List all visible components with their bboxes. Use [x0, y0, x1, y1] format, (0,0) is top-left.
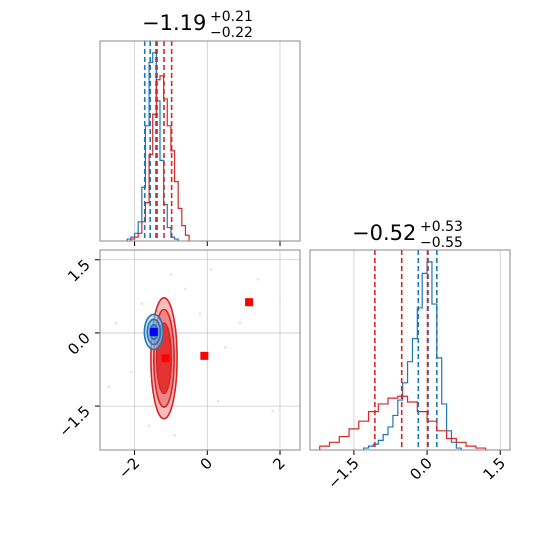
marginal-1-frame [99, 40, 301, 242]
joint-sample-point [198, 312, 202, 315]
joint-sample-point [209, 268, 213, 271]
joint-marker-2 [200, 351, 209, 360]
marginal-2-hist-0 [363, 261, 462, 450]
title-marginal-2: −0.52 [352, 221, 416, 245]
title-1-minus: −0.22 [210, 25, 253, 41]
joint-sample-point [238, 321, 242, 325]
title-2-minus: −0.55 [420, 235, 463, 251]
marginal-1-hist-1 [130, 75, 190, 241]
joint-marker-3 [245, 298, 254, 307]
joint-sample-point [271, 409, 275, 413]
joint-sample-point [114, 321, 118, 325]
title-2-plus: +0.53 [420, 219, 463, 235]
joint-sample-point [216, 399, 220, 403]
joint-marker-1 [161, 354, 170, 363]
joint-frame [99, 249, 301, 451]
joint-sample-point [278, 297, 282, 301]
joint-marker-0 [149, 327, 158, 336]
marginal-2-frame [309, 249, 511, 451]
joint-sample-point [169, 272, 173, 276]
joint-sample-point [184, 287, 187, 291]
marginal-2-hist-1 [319, 395, 487, 450]
marginal-1-panel [99, 40, 301, 246]
title-1-plus: +0.21 [210, 9, 253, 25]
joint-sample-point [224, 346, 227, 349]
joint-sample-point [140, 302, 144, 306]
joint-sample-point [256, 277, 260, 281]
joint-sample-point [107, 385, 111, 388]
joint-sample-point [147, 424, 151, 428]
joint-sample-point [129, 370, 133, 374]
title-marginal-1: −1.19 [142, 11, 206, 35]
title-2-value: −0.52 [352, 221, 416, 245]
joint-sample-point [173, 433, 176, 437]
title-1-value: −1.19 [142, 11, 206, 35]
